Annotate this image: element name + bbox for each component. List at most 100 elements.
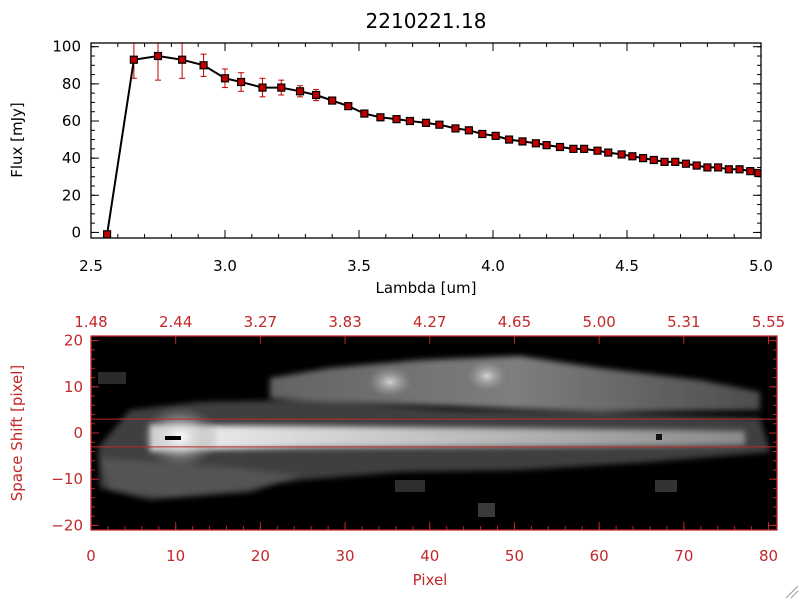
data-point: [178, 55, 187, 64]
data-point: [617, 150, 626, 159]
image-x-ticks: 0 10 20 30 40 50 60 70 80: [86, 522, 778, 565]
data-point: [405, 116, 415, 126]
image-top-tick-label: 5.55: [752, 313, 785, 331]
spectrum-marks: [102, 43, 761, 238]
data-point: [153, 51, 163, 61]
data-point: [464, 126, 473, 135]
image-guide-lines: [91, 418, 777, 448]
image-y-tick-label: 0: [73, 424, 83, 442]
image-top-tick-label: 3.83: [328, 313, 361, 331]
image-top-ticks: 1.48 2.44 3.27 3.83 4.27 4.65 5.00 5.31 5.55: [74, 313, 785, 344]
data-point: [746, 167, 755, 176]
spectrum-y-tick-label: 60: [62, 112, 81, 130]
image-x-tick-label: 70: [674, 547, 693, 565]
spectrum-y-tick-label: 40: [62, 149, 81, 167]
image-x-tick-label: 50: [505, 547, 524, 565]
data-point: [328, 96, 337, 105]
data-point: [703, 163, 712, 172]
image-x-tick-label: 10: [166, 547, 185, 565]
image-x-tick-label: 40: [420, 547, 439, 565]
data-point: [344, 102, 353, 111]
image-panel: 0 10 20 30 40 50 60 70 80 1.48 2.44 3.27 3.83 4.27 4.…: [8, 313, 785, 589]
image-y-tick-label: 10: [64, 378, 83, 396]
data-point: [258, 83, 267, 92]
data-point: [421, 118, 431, 127]
spectrum-x-tick-label: 3.0: [213, 257, 237, 275]
data-point: [735, 165, 744, 174]
image-x-tick-label: 20: [251, 547, 270, 565]
data-point: [376, 113, 385, 122]
data-point: [491, 131, 500, 140]
spectrum-y-tick-label: 80: [62, 75, 81, 93]
image-dead-pixel-2: [656, 434, 662, 440]
spectrum-x-tick-label: 2.5: [79, 257, 103, 275]
image-x-tick-label: 60: [590, 547, 609, 565]
data-point: [724, 165, 733, 174]
data-point: [660, 157, 669, 166]
spectrum-x-tick-label: 3.5: [347, 257, 371, 275]
data-point: [671, 157, 680, 166]
chart-title: 2210221.18: [366, 9, 487, 33]
data-point: [580, 144, 589, 153]
spectrum-x-axis-label: Lambda [um]: [376, 279, 477, 297]
data-point: [681, 159, 691, 168]
image-top-tick-label: 4.65: [498, 313, 531, 331]
data-point: [628, 152, 637, 161]
data-point: [129, 55, 138, 64]
image-knot-2: [463, 358, 511, 394]
data-point: [518, 137, 527, 146]
spectrum-y-tick-label: 20: [62, 186, 81, 204]
data-point: [555, 142, 565, 152]
spectrum-panel: 2210221.18 2.5 3.0 3.5 4.0 4.5 5.0 0 20 40 60 80 1…: [8, 9, 773, 297]
image-y-tick-label: −10: [51, 470, 83, 488]
data-point: [542, 141, 551, 150]
image-noise-3: [395, 480, 425, 492]
resize-grip-icon: [785, 585, 799, 599]
image-top-tick-label: 5.00: [582, 313, 615, 331]
image-y-axis-label: Space Shift [pixel]: [8, 365, 26, 502]
image-top-tick-label: 1.48: [74, 313, 107, 331]
data-point: [692, 161, 701, 170]
image-trace: [150, 425, 745, 451]
image-top-tick-label: 3.27: [244, 313, 277, 331]
image-knot-1: [364, 364, 416, 400]
image-x-tick-label: 0: [86, 547, 96, 565]
spectrum-frame: [90, 42, 762, 239]
data-point: [504, 135, 514, 144]
data-point: [199, 61, 208, 70]
data-point: [435, 120, 444, 129]
spectrum-y-ticks: 0 20 40 60 80 100: [52, 38, 761, 241]
image-x-tick-label: 30: [336, 547, 355, 565]
image-noise-4: [98, 372, 126, 384]
data-point: [593, 146, 602, 155]
data-point: [312, 90, 321, 100]
image-y-ticks: −20 −10 0 10 20: [51, 332, 777, 534]
data-point: [360, 109, 369, 118]
data-point: [649, 155, 658, 165]
spectrum-x-tick-label: 5.0: [749, 257, 773, 275]
data-point: [102, 230, 112, 238]
spectrum-series-line: [106, 54, 759, 235]
data-point: [604, 148, 613, 157]
image-noise-1: [478, 503, 495, 517]
image-noise-2: [655, 480, 677, 492]
spectrum-y-tick-label: 100: [52, 38, 81, 56]
data-point: [531, 139, 540, 148]
data-point: [295, 87, 305, 96]
image-y-tick-label: −20: [51, 516, 83, 534]
data-point: [220, 74, 230, 83]
image-top-tick-label: 4.27: [413, 313, 446, 331]
spectrum-x-tick-label: 4.0: [481, 257, 505, 275]
data-point: [569, 144, 578, 153]
image-dead-pixel-1: [165, 436, 181, 440]
image-lower-structure: [100, 458, 300, 498]
spectrum-y-axis-label: Flux [mJy]: [8, 102, 26, 178]
data-point: [714, 163, 723, 172]
image-x-axis-label: Pixel: [413, 571, 448, 589]
image-x-tick-label: 80: [759, 547, 778, 565]
data-point: [392, 115, 401, 124]
data-point: [236, 77, 246, 87]
data-point: [478, 129, 487, 139]
data-point: [277, 83, 286, 92]
